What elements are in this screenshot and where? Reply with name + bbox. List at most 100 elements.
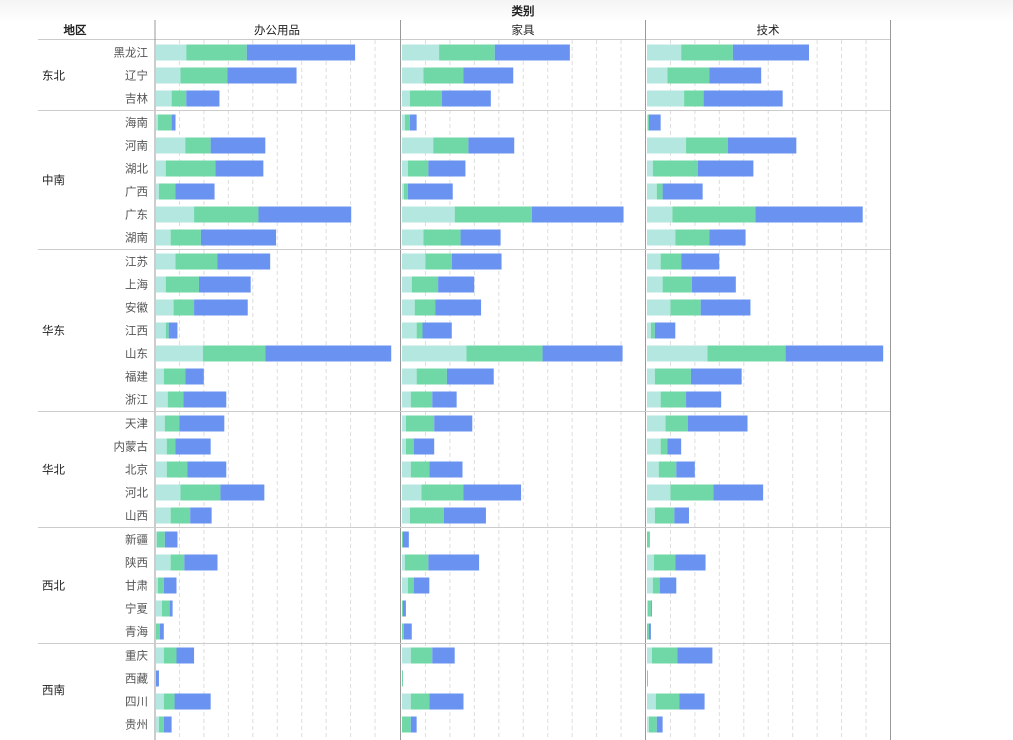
bar-segment	[659, 577, 677, 594]
province-label: 内蒙古	[114, 440, 149, 454]
bar-segment	[156, 670, 159, 687]
bar-segment	[443, 507, 486, 524]
bar-segment	[210, 137, 266, 154]
bar-segment	[658, 461, 677, 478]
row-header: 地区	[64, 23, 87, 37]
bar-segment	[647, 276, 663, 293]
bar-segment	[156, 554, 171, 571]
bar-segment	[463, 67, 514, 84]
province-label: 广东	[125, 208, 148, 222]
bar-segment	[156, 44, 187, 61]
bar-segment	[429, 693, 464, 710]
bar-segment	[179, 415, 225, 432]
bar-segment	[156, 600, 162, 617]
bar-segment	[402, 507, 410, 524]
province-label: 河北	[125, 486, 148, 500]
bar-segment	[402, 67, 424, 84]
bar-segment	[647, 368, 655, 385]
bar-segment	[407, 577, 414, 594]
bar-segment	[681, 253, 720, 270]
bar-segment	[438, 276, 475, 293]
bar-segment	[184, 554, 218, 571]
bar-segment	[409, 507, 444, 524]
region-label: 东北	[42, 69, 65, 83]
bar-segment	[442, 90, 491, 107]
bar-segment	[647, 438, 661, 455]
bar-segment	[156, 276, 166, 293]
bar-segment	[405, 438, 414, 455]
bar-segment	[175, 183, 215, 200]
bar-segment	[647, 623, 649, 640]
province-label: 福建	[125, 370, 148, 384]
bar-segment	[180, 67, 228, 84]
bar-segment	[675, 554, 706, 571]
bar-segment	[647, 206, 673, 223]
bar-segment	[410, 461, 430, 478]
bar-segment	[163, 647, 177, 664]
bar-segment	[163, 716, 172, 733]
bar-segment	[402, 276, 412, 293]
bar-segment	[713, 484, 764, 501]
bar-segment	[647, 716, 649, 733]
bar-segment	[156, 391, 168, 408]
bar-segment	[183, 391, 227, 408]
province-label: 山西	[125, 509, 148, 523]
bar-segment	[227, 67, 297, 84]
bar-segment	[185, 137, 211, 154]
bar-segment	[647, 554, 654, 571]
bar-segment	[647, 44, 682, 61]
bar-segment	[410, 716, 417, 733]
province-label: 湖南	[125, 231, 148, 245]
bar-segment	[402, 531, 403, 548]
bar-segment	[169, 600, 173, 617]
bar-segment	[647, 345, 708, 362]
region-label: 西南	[42, 683, 65, 697]
bar-segment	[423, 67, 464, 84]
bar-segment	[156, 183, 159, 200]
bar-segment	[654, 368, 691, 385]
bar-segment	[416, 322, 423, 339]
province-label: 重庆	[125, 649, 148, 663]
bar-segment	[156, 438, 167, 455]
bar-segment	[402, 693, 411, 710]
bar-segment	[650, 600, 652, 617]
bar-segment	[428, 160, 466, 177]
bar-segment	[648, 716, 657, 733]
bar-segment	[647, 183, 657, 200]
bar-segment	[647, 90, 685, 107]
bar-segment	[165, 276, 199, 293]
bar-segment	[647, 507, 655, 524]
bar-segment	[652, 577, 660, 594]
bar-segment	[156, 299, 174, 316]
bar-segment	[647, 229, 676, 246]
bar-segment	[647, 391, 661, 408]
province-label: 广西	[125, 185, 148, 199]
bar-segment	[647, 137, 687, 154]
bar-segment	[655, 693, 680, 710]
bar-segment	[165, 322, 169, 339]
bar-segment	[246, 44, 356, 61]
bar-segment	[156, 577, 158, 594]
bar-segment	[709, 67, 762, 84]
bar-segment	[156, 322, 166, 339]
bar-segment	[186, 44, 247, 61]
bar-segment	[176, 647, 195, 664]
bar-segment	[674, 507, 689, 524]
bar-segment	[402, 623, 404, 640]
province-label: 贵州	[125, 718, 148, 732]
bar-segment	[402, 531, 409, 548]
bar-segment	[166, 438, 176, 455]
bar-segment	[435, 299, 482, 316]
bar-segment	[647, 531, 650, 548]
bar-segment	[531, 206, 624, 223]
bar-segment	[647, 114, 648, 131]
bar-segment	[691, 276, 736, 293]
bar-segment	[648, 114, 661, 131]
province-label: 四川	[125, 695, 148, 709]
bar-segment	[265, 345, 392, 362]
bar-segment	[454, 206, 532, 223]
province-label: 河南	[125, 139, 148, 153]
bar-segment	[647, 299, 671, 316]
bar-segment	[650, 322, 655, 339]
bar-segment	[653, 554, 676, 571]
